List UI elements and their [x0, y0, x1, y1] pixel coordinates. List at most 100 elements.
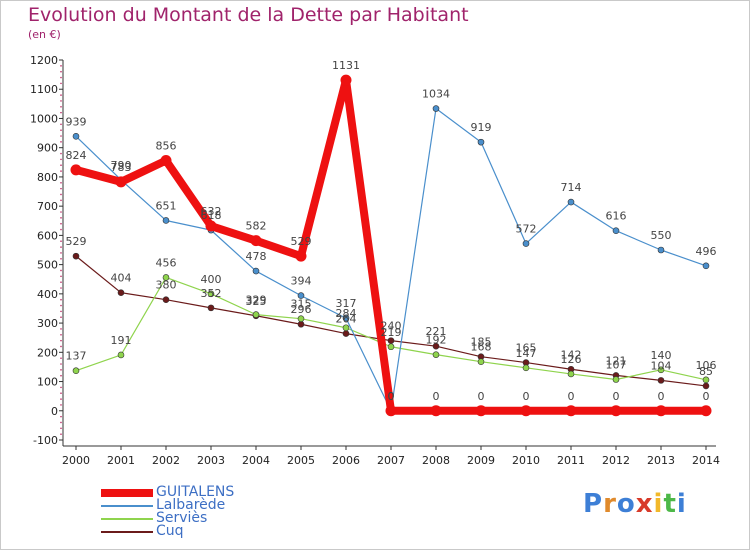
x-tick-label: 2005 — [287, 454, 315, 467]
data-point-lalbar-de — [477, 138, 485, 146]
data-label-servi-s: 315 — [291, 298, 312, 311]
data-label-lalbar-de: 496 — [696, 245, 717, 258]
data-label-cuq: 352 — [201, 287, 222, 300]
y-minor-tick — [60, 304, 62, 307]
x-tick-label: 2013 — [647, 454, 675, 467]
y-minor-tick — [60, 252, 62, 254]
x-tick-label: 2001 — [107, 454, 135, 467]
data-label-servi-s: 137 — [66, 350, 87, 363]
y-tick-label: -100 — [33, 434, 58, 447]
y-tick-label: 0 — [51, 405, 58, 418]
y-minor-tick — [60, 386, 62, 389]
data-point-guitalens — [295, 250, 307, 262]
y-minor-tick — [60, 345, 62, 348]
y-minor-tick — [60, 222, 62, 225]
data-point-lalbar-de — [252, 267, 260, 275]
y-minor-tick — [60, 129, 62, 131]
series-layer — [70, 74, 712, 417]
data-label-cuq: 121 — [606, 354, 627, 367]
y-minor-tick — [60, 257, 62, 260]
data-label-lalbar-de: 572 — [516, 223, 537, 236]
data-label-cuq: 264 — [336, 313, 357, 326]
data-point-guitalens — [340, 74, 352, 86]
data-label-guitalens: 0 — [478, 390, 485, 403]
data-point-guitalens — [475, 405, 487, 417]
y-tick-label: 200 — [37, 346, 58, 359]
y-minor-tick — [60, 100, 62, 102]
data-label-servi-s: 106 — [696, 359, 717, 372]
data-point-guitalens — [205, 220, 217, 232]
data-point-lalbar-de — [297, 292, 305, 299]
data-label-guitalens: 0 — [568, 390, 575, 403]
data-label-lalbar-de: 317 — [336, 297, 357, 310]
data-label-servi-s: 456 — [156, 256, 177, 269]
data-point-lalbar-de — [612, 227, 620, 235]
data-point-cuq — [432, 342, 440, 350]
x-tick-label: 2009 — [467, 454, 495, 467]
y-minor-tick — [60, 76, 62, 79]
y-minor-tick — [60, 82, 62, 85]
data-point-servi-s — [252, 311, 260, 318]
x-tick-label: 2003 — [197, 454, 225, 467]
data-label-servi-s: 284 — [336, 307, 357, 320]
data-point-servi-s — [432, 351, 440, 358]
data-label-guitalens: 1131 — [332, 59, 360, 72]
data-point-guitalens — [430, 405, 442, 417]
data-point-guitalens — [385, 405, 397, 417]
legend-swatch — [101, 489, 153, 497]
y-minor-tick — [60, 374, 62, 377]
data-label-guitalens: 0 — [703, 390, 710, 403]
data-label-cuq: 85 — [699, 365, 713, 378]
y-minor-tick — [60, 427, 62, 430]
data-point-servi-s — [702, 376, 710, 384]
data-label-cuq: 404 — [111, 272, 132, 285]
y-tick-label: 500 — [37, 259, 58, 272]
y-minor-tick — [60, 398, 62, 400]
data-label-servi-s: 147 — [516, 347, 537, 360]
y-minor-tick — [60, 369, 62, 371]
data-label-lalbar-de: 616 — [606, 210, 627, 223]
data-label-guitalens: 0 — [433, 390, 440, 403]
data-label-cuq: 240 — [381, 320, 402, 333]
data-label-guitalens: 529 — [291, 235, 312, 248]
data-label-cuq: 529 — [66, 235, 87, 248]
data-point-servi-s — [297, 315, 305, 322]
data-label-lalbar-de: 618 — [201, 209, 222, 222]
y-tick-label: 100 — [37, 376, 58, 389]
x-tick-label: 2006 — [332, 454, 360, 467]
data-point-lalbar-de — [657, 246, 665, 254]
data-label-servi-s: 191 — [111, 334, 132, 347]
data-label-guitalens: 582 — [246, 220, 267, 233]
data-point-lalbar-de — [162, 217, 170, 224]
y-minor-tick — [60, 415, 62, 418]
data-point-servi-s — [342, 324, 350, 332]
data-point-servi-s — [72, 367, 80, 375]
data-point-guitalens — [610, 405, 622, 417]
data-label-guitalens: 632 — [201, 205, 222, 218]
data-point-cuq — [342, 330, 350, 337]
legend-swatch — [101, 531, 153, 533]
y-tick-label: 1000 — [30, 112, 58, 125]
data-point-guitalens — [160, 155, 172, 167]
y-minor-tick — [60, 310, 62, 313]
data-point-cuq — [297, 320, 305, 328]
legend-label: Serviès — [156, 510, 208, 526]
y-minor-tick — [60, 298, 62, 301]
data-label-cuq: 185 — [471, 336, 492, 349]
legend-swatch — [101, 518, 153, 520]
data-point-guitalens — [655, 405, 667, 417]
data-label-lalbar-de: 790 — [111, 159, 132, 172]
y-minor-tick — [60, 217, 62, 219]
y-minor-tick — [60, 187, 62, 190]
data-point-cuq — [207, 304, 215, 312]
y-minor-tick — [60, 421, 62, 424]
y-minor-tick — [60, 275, 62, 278]
y-minor-tick — [60, 269, 62, 272]
x-tick-label: 2004 — [242, 454, 270, 467]
y-minor-tick — [60, 94, 62, 96]
data-label-guitalens: 0 — [658, 390, 665, 403]
y-tick-label: 1100 — [30, 83, 58, 96]
